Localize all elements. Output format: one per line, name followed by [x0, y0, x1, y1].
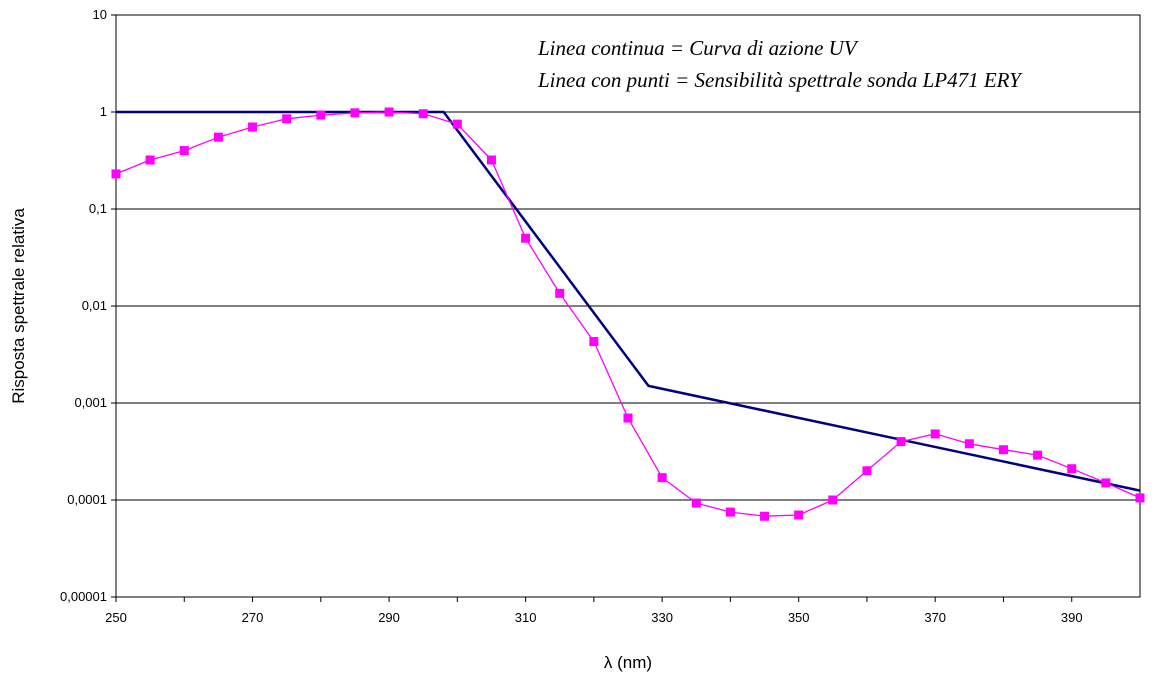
x-tick-label: 270	[242, 610, 264, 625]
y-tick-label: 0,0001	[67, 492, 107, 507]
series-line-1	[115, 111, 1141, 517]
series-1-point	[213, 132, 223, 142]
series-1-point	[930, 429, 940, 439]
y-tick-label: 0,001	[74, 395, 107, 410]
x-tick-label: 310	[515, 610, 537, 625]
x-tick-label: 250	[105, 610, 127, 625]
series-1-point	[998, 445, 1008, 455]
series-1-point	[145, 155, 155, 165]
series-1-point	[248, 122, 258, 132]
y-tick-label: 0,00001	[60, 589, 107, 604]
series-1-point	[316, 110, 326, 120]
series-1-point	[384, 107, 394, 117]
series-1-point	[896, 437, 906, 447]
y-tick-label: 10	[93, 7, 107, 22]
x-tick-label: 330	[651, 610, 673, 625]
x-tick-label: 370	[924, 610, 946, 625]
series-1-point	[623, 413, 633, 423]
series-1-point	[760, 511, 770, 521]
series-1-point	[1101, 478, 1111, 488]
series-1-point	[1033, 450, 1043, 460]
legend-annotation-dotted-line: Linea con punti = Sensibilità spettrale …	[537, 68, 1023, 92]
y-tick-label: 0,1	[89, 201, 107, 216]
series-1-point	[418, 109, 428, 119]
y-axis-title: Risposta spettrale relativa	[9, 208, 28, 404]
series-line-0	[116, 110, 1141, 492]
y-tick-label: 0,01	[82, 298, 107, 313]
x-axis-ticks: 250 270 290 310 330 350 370 390	[105, 597, 1083, 625]
series-1-point	[521, 233, 531, 243]
series-1-point	[657, 473, 667, 483]
x-axis-title: λ (nm)	[604, 653, 652, 672]
series-1-point	[725, 507, 735, 517]
series-layer	[111, 107, 1145, 521]
series-1-point	[589, 337, 599, 347]
series-1-point	[828, 495, 838, 505]
series-1-point	[452, 119, 462, 129]
x-tick-label: 390	[1061, 610, 1083, 625]
series-1-point	[862, 466, 872, 476]
series-1-point	[555, 288, 565, 298]
series-1-point	[350, 108, 360, 118]
series-1-point	[1067, 464, 1077, 474]
series-1-point	[691, 498, 701, 508]
grid-lines	[116, 111, 1140, 501]
y-axis-ticks: 0,00001 0,0001 0,001 0,01 0,1 1 10	[60, 7, 116, 604]
series-1-point	[1135, 493, 1145, 503]
series-1-point	[282, 114, 292, 124]
x-tick-label: 290	[378, 610, 400, 625]
series-1-point	[179, 146, 189, 156]
x-tick-label: 350	[788, 610, 810, 625]
y-tick-label: 1	[100, 104, 107, 119]
series-1-point	[486, 155, 496, 165]
series-1-point	[794, 510, 804, 520]
series-1-point	[964, 439, 974, 449]
legend-annotation-solid-line: Linea continua = Curva di azione UV	[537, 36, 859, 60]
series-1-point	[111, 169, 121, 179]
